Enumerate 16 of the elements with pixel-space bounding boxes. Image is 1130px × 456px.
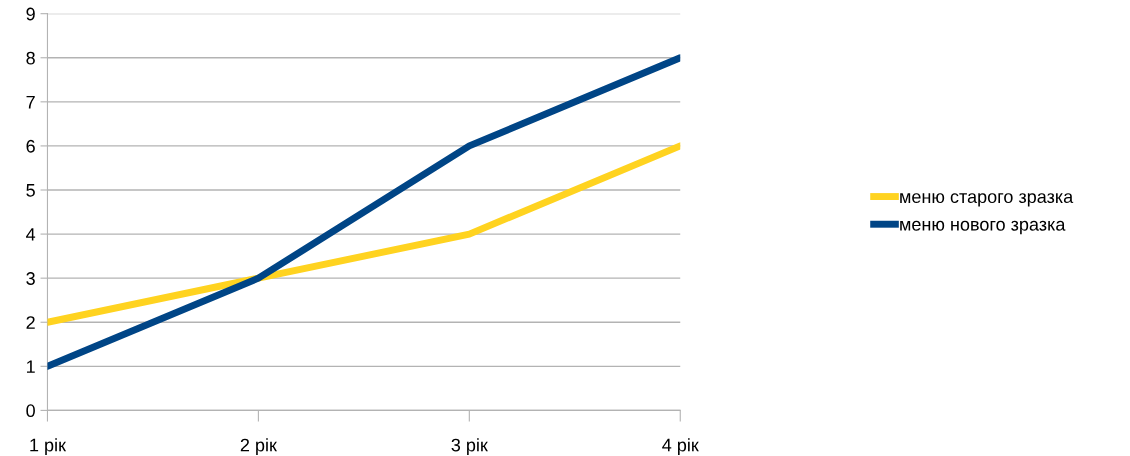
y-tick-label: 9 bbox=[26, 7, 35, 21]
legend-label: меню нового зразка bbox=[900, 220, 1066, 235]
x-tick-label: 1 рік bbox=[30, 438, 67, 456]
x-tick-label: 3 рік bbox=[451, 438, 488, 456]
y-tick-label: 4 bbox=[26, 228, 36, 241]
x-tick-label: 4 рік bbox=[662, 438, 699, 456]
y-tick-label: 8 bbox=[26, 51, 35, 65]
y-tick-label: 0 bbox=[26, 404, 35, 418]
y-tick-label: 1 bbox=[26, 360, 35, 373]
y-tick-label: 2 bbox=[26, 316, 35, 329]
y-tick-label: 5 bbox=[26, 184, 35, 197]
y-tick-label: 7 bbox=[26, 95, 35, 109]
y-tick-label: 6 bbox=[26, 139, 35, 153]
x-tick-label: 2 рік bbox=[240, 438, 277, 456]
legend-label: меню старого зразка bbox=[900, 193, 1074, 207]
y-tick-label: 3 bbox=[26, 272, 35, 285]
